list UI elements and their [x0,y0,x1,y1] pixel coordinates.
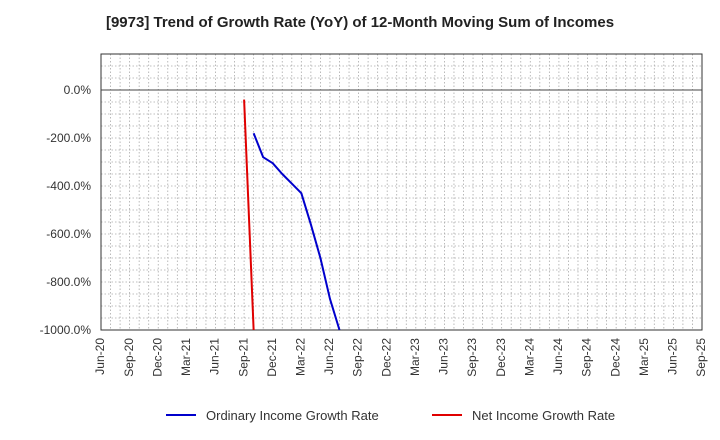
series-line-net-income [243,99,255,331]
x-tick-label: Sep-21 [236,338,250,377]
series-line-ordinary-income [252,132,341,331]
x-tick-label: Mar-24 [522,338,536,376]
y-tick-labels: 0.0% -200.0% -400.0% -600.0% -800.0% -1000.0% [40,83,92,337]
x-tick-label: Sep-23 [465,338,479,377]
y-tick-label: -400.0% [46,179,91,193]
x-tick-label: Sep-20 [122,338,136,377]
x-tick-label: Mar-21 [179,338,193,376]
x-tick-labels: Jun-20 Sep-20 Dec-20 Mar-21 Jun-21 Sep-21 Dec-… [93,338,708,377]
legend-label-net-income: Net Income Growth Rate [472,407,616,423]
series [243,99,341,331]
x-tick-label: Dec-20 [150,338,164,377]
x-tick-label: Dec-23 [494,338,508,377]
legend-swatch-net-income [432,414,462,416]
x-tick-label: Jun-20 [93,338,107,375]
y-tick-label: 0.0% [64,83,92,97]
x-tick-label: Sep-24 [580,338,594,377]
x-tick-label: Dec-24 [608,338,622,377]
x-tick-label: Jun-25 [666,338,680,375]
y-tick-label: -200.0% [46,131,91,145]
x-tick-label: Mar-25 [637,338,651,376]
y-tick-label: -800.0% [46,275,91,289]
x-tick-label: Dec-22 [379,338,393,377]
chart-title: [9973] Trend of Growth Rate (YoY) of 12-… [105,14,615,31]
x-tick-label: Dec-21 [265,338,279,377]
legend-item-ordinary-income: Ordinary Income Growth Rate [166,404,379,426]
grid [100,53,703,331]
y-tick-label: -1000.0% [40,323,92,337]
legend-swatch-ordinary-income [166,414,196,416]
x-tick-label: Sep-22 [351,338,365,377]
x-tick-label: Mar-22 [294,338,308,376]
x-tick-label: Jun-21 [208,338,222,375]
x-tick-label: Jun-24 [551,338,565,375]
x-tick-label: Jun-22 [322,338,336,375]
plot-frame [100,53,703,331]
axes [100,53,703,331]
x-tick-label: Sep-25 [694,338,708,377]
legend-label-ordinary-income: Ordinary Income Growth Rate [206,407,379,423]
x-tick-label: Jun-23 [437,338,451,375]
legend: Ordinary Income Growth Rate Net Income G… [0,404,720,426]
legend-item-net-income: Net Income Growth Rate [432,404,615,426]
y-tick-label: -600.0% [46,227,91,241]
x-tick-label: Mar-23 [408,338,422,376]
